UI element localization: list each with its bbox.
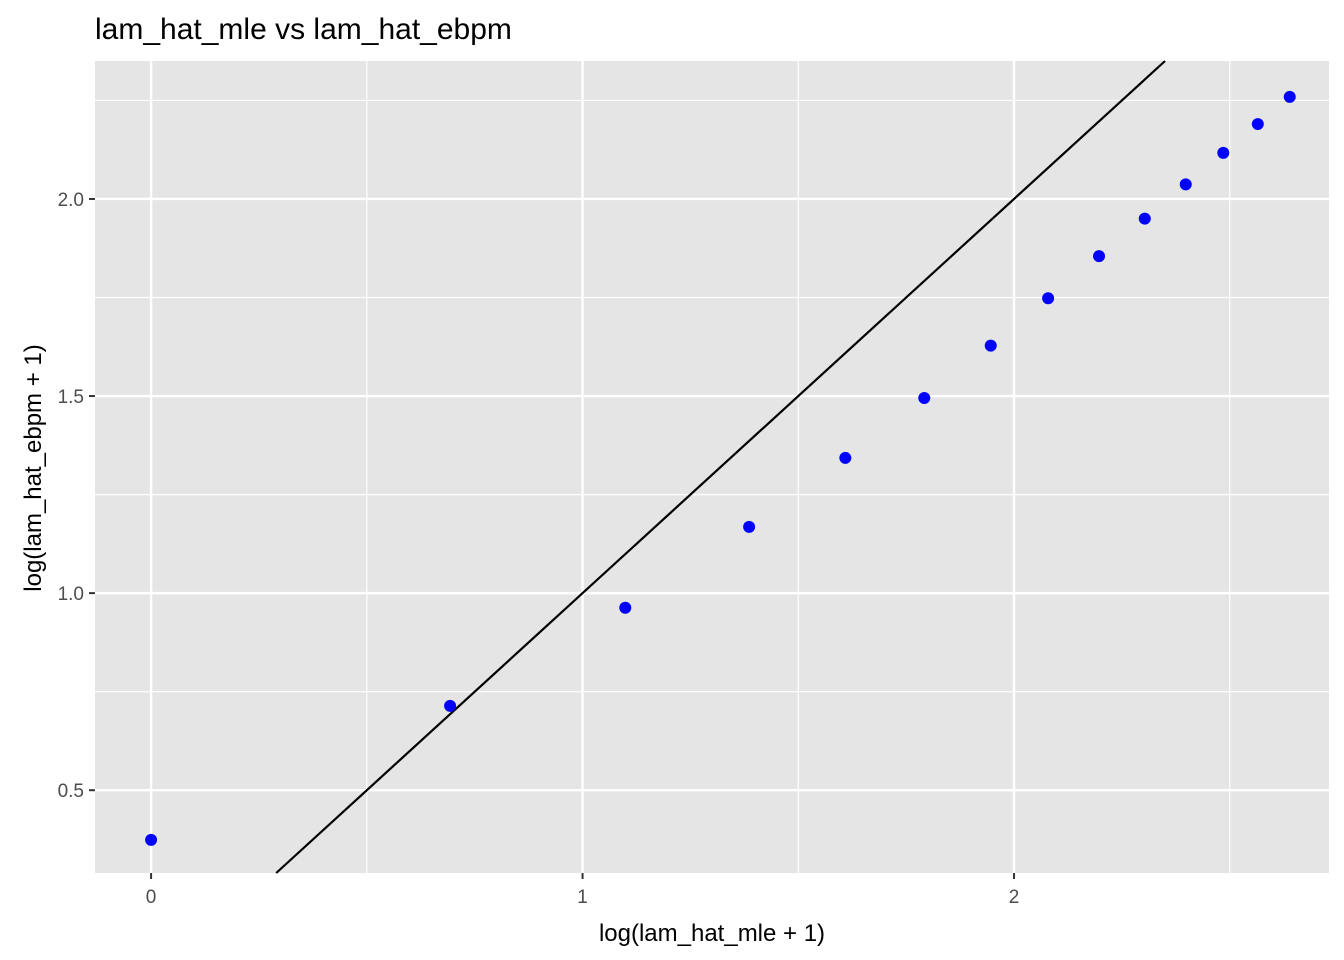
data-point bbox=[984, 339, 997, 352]
plot-panel bbox=[95, 61, 1329, 873]
x-tick-label: 2 bbox=[1009, 887, 1020, 908]
data-point bbox=[839, 451, 852, 464]
data-point bbox=[145, 833, 158, 846]
reference-line-layer bbox=[275, 60, 1166, 874]
x-tick-label: 1 bbox=[577, 887, 588, 908]
y-tick-label: 1.0 bbox=[58, 584, 84, 605]
data-point bbox=[444, 699, 457, 712]
data-point bbox=[1283, 90, 1296, 103]
data-point bbox=[1179, 178, 1192, 191]
data-point bbox=[1042, 292, 1055, 305]
data-point bbox=[1217, 146, 1230, 159]
major-gridlines bbox=[95, 61, 1329, 873]
data-point bbox=[1093, 250, 1106, 263]
points-layer bbox=[145, 90, 1296, 846]
data-point bbox=[619, 601, 632, 614]
chart-title: lam_hat_mle vs lam_hat_ebpm bbox=[95, 13, 512, 46]
y-tick-label: 0.5 bbox=[58, 781, 84, 802]
identity-line bbox=[275, 60, 1166, 874]
minor-gridlines bbox=[95, 61, 1329, 873]
x-tick-label: 0 bbox=[146, 887, 157, 908]
y-axis-ticks: 0.5 1.0 1.5 2.0 bbox=[58, 190, 95, 802]
data-point bbox=[743, 520, 756, 533]
x-axis-ticks: 0 1 2 bbox=[146, 873, 1020, 908]
y-tick-label: 1.5 bbox=[58, 387, 84, 408]
data-point bbox=[1138, 212, 1151, 225]
data-point bbox=[918, 392, 931, 405]
y-tick-label: 2.0 bbox=[58, 190, 84, 211]
data-point bbox=[1251, 118, 1264, 131]
y-axis-title: log(lam_hat_ebpm + 1) bbox=[20, 344, 47, 591]
x-axis-title: log(lam_hat_mle + 1) bbox=[599, 920, 825, 947]
